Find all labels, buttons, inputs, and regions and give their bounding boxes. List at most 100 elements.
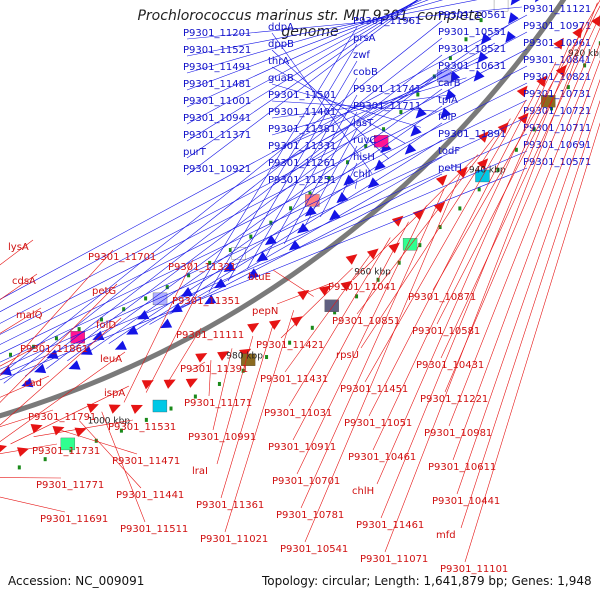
gene-label: P9301_11001 <box>183 96 251 107</box>
minus-strand-arrow <box>141 380 154 390</box>
leader-line <box>380 22 585 519</box>
leader-line <box>169 173 443 315</box>
minus-strand-arrow <box>456 166 468 179</box>
gene-label: prsA <box>353 33 376 44</box>
gene-label: P9301_11691 <box>40 514 108 525</box>
gene-label: P9301_10971 <box>523 21 591 32</box>
leader-line <box>108 122 443 344</box>
tick-mark <box>598 41 600 46</box>
leader-line <box>0 31 528 313</box>
leader-line <box>189 26 358 304</box>
plus-strand-arrow <box>415 107 427 119</box>
minus-strand-arrow <box>247 322 260 333</box>
gene-label: leuA <box>100 354 122 365</box>
tick-mark <box>165 285 169 290</box>
tick-mark <box>249 234 253 239</box>
tick-mark <box>418 243 422 248</box>
gene-label: chlH <box>352 486 374 497</box>
minus-strand-arrow <box>0 445 8 453</box>
tick-mark <box>144 417 148 422</box>
gene-label: P9301_11361 <box>196 500 264 511</box>
gene-label: P9301_11111 <box>176 330 244 341</box>
minus-strand-arrow <box>391 215 404 227</box>
accession-text: Accession: NC_009091 <box>8 574 145 588</box>
kbp-label: 980 kbp <box>226 352 263 362</box>
gene-label: P9301_11771 <box>36 480 104 491</box>
feature-block <box>305 194 320 207</box>
tick-mark <box>217 381 221 386</box>
minus-strand-arrow <box>163 379 176 389</box>
gene-label: folD <box>96 320 116 331</box>
gene-label: mfd <box>436 530 456 541</box>
leader-line <box>444 27 600 393</box>
gene-label: P9301_11441 <box>116 490 184 501</box>
gene-label: P9301_11171 <box>184 398 252 409</box>
gene-label: P9301_11861 <box>20 344 88 355</box>
gene-label: P9301_11711 <box>353 101 421 112</box>
tick-mark <box>69 448 73 453</box>
plus-strand-arrow <box>256 251 269 262</box>
tick-mark <box>8 352 12 357</box>
minus-strand-arrow <box>477 131 489 143</box>
plus-strand-arrow <box>440 107 452 119</box>
tick-mark <box>333 310 337 315</box>
minus-strand-arrow <box>388 242 400 254</box>
gene-label: P9301_10611 <box>428 462 496 473</box>
leader-line <box>227 60 358 282</box>
leader-line <box>129 139 443 335</box>
gene-label: P9301_11701 <box>88 252 156 263</box>
tick-mark <box>458 206 462 211</box>
leader-line <box>356 136 495 315</box>
leader-line <box>352 154 479 281</box>
plus-strand-arrow <box>480 33 492 45</box>
tick-mark <box>119 428 123 433</box>
tick-mark <box>532 127 536 132</box>
gene-label: P9301_11491 <box>183 62 251 73</box>
leader-line <box>376 42 571 485</box>
gene-label: hisH <box>353 152 375 163</box>
tick-mark <box>382 127 386 132</box>
leader-line <box>186 0 422 108</box>
gene-label: P9301_10991 <box>188 432 256 443</box>
gene-label: P9301_11471 <box>112 456 180 467</box>
gene-label: P9301_11261 <box>268 158 336 169</box>
plus-strand-arrow <box>505 30 516 43</box>
gene-label: P9301_10541 <box>280 544 348 555</box>
tick-mark <box>17 465 21 470</box>
plus-strand-arrow <box>304 205 317 217</box>
gene-label: P9301_11451 <box>340 384 408 395</box>
tick-mark <box>432 74 436 79</box>
tick-mark <box>355 294 359 299</box>
minus-strand-arrow <box>217 351 230 361</box>
leader-line <box>271 24 509 187</box>
leader-line <box>271 60 482 153</box>
plus-strand-arrow <box>508 12 519 25</box>
gene-label: P9301_11381 <box>268 124 336 135</box>
leader-line <box>284 252 372 373</box>
tick-mark <box>477 187 481 192</box>
plus-strand-arrow <box>137 310 150 320</box>
plus-strand-arrow <box>247 268 260 279</box>
leader-line <box>186 0 429 91</box>
gene-label: P9301_11961 <box>353 16 421 27</box>
tick-mark <box>100 317 104 322</box>
kbp-label: 940 kbp <box>469 166 506 176</box>
gene-label: P9301_10561 <box>438 10 506 21</box>
gene-label: P9301_11121 <box>523 4 591 15</box>
tick-mark <box>496 167 500 172</box>
leader-line <box>276 282 334 305</box>
plus-strand-arrow <box>535 0 539 3</box>
gene-label: P9301_11511 <box>120 524 188 535</box>
tick-mark <box>399 110 403 115</box>
leader-line <box>212 348 233 431</box>
leader-line <box>436 5 600 325</box>
gene-label: P9301_10461 <box>348 452 416 463</box>
tick-mark <box>364 143 368 148</box>
leader-line <box>284 111 358 244</box>
leader-line <box>292 221 409 441</box>
leader-line <box>288 237 391 407</box>
leader-line <box>186 6 522 40</box>
minus-strand-arrow <box>345 254 358 265</box>
gene-label: P9301_10441 <box>432 496 500 507</box>
